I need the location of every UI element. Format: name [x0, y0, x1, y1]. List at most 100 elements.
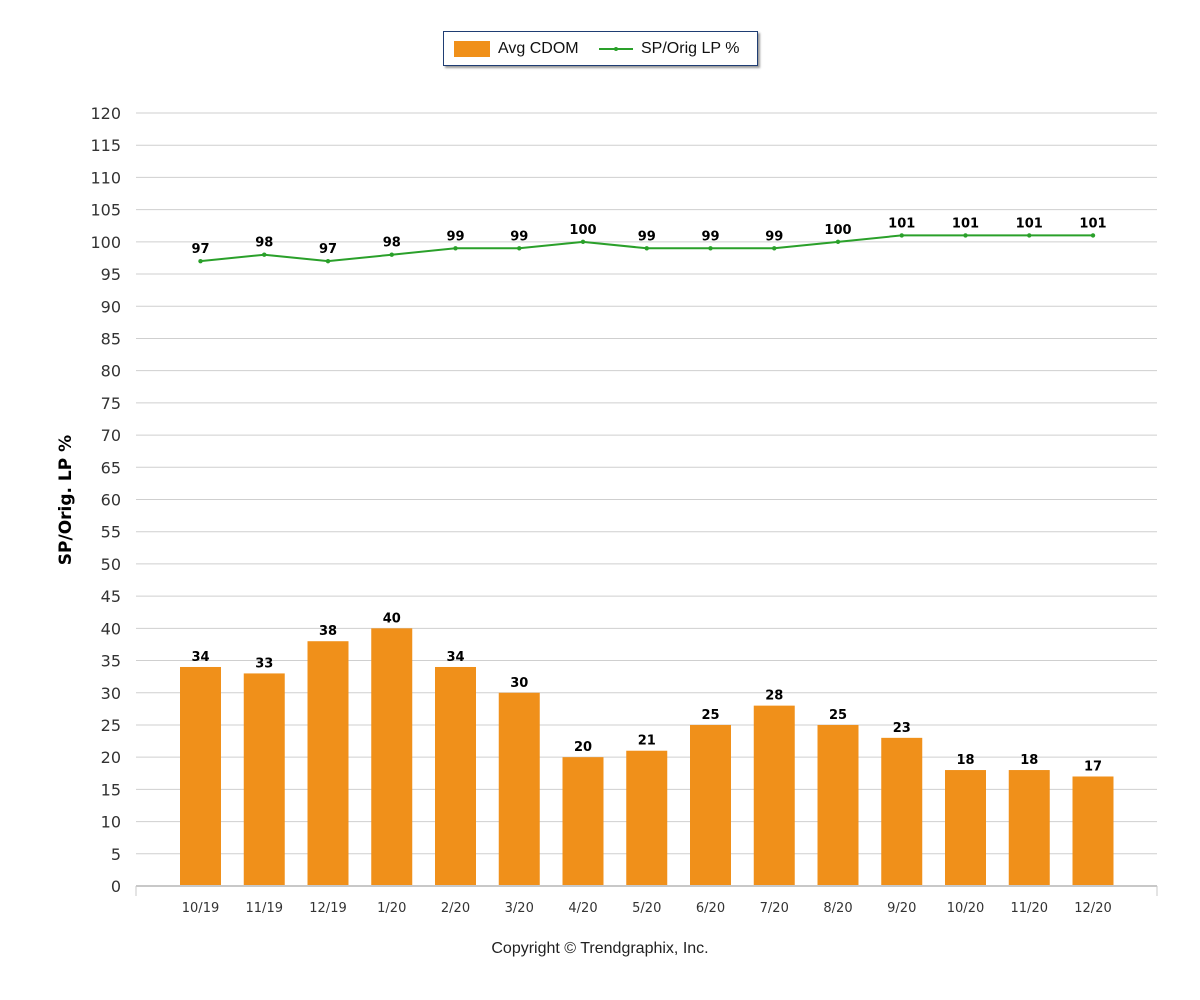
y-tick-label: 15	[101, 780, 121, 799]
bar	[753, 705, 795, 886]
legend-bar-swatch	[454, 40, 490, 57]
line-data-label: 99	[701, 229, 719, 244]
line-point	[325, 258, 331, 264]
line-data-label: 101	[1016, 216, 1043, 231]
bar-data-label: 25	[701, 708, 719, 723]
bar-data-label: 34	[446, 650, 464, 665]
bar-data-label: 21	[638, 734, 656, 749]
bar-data-label: 18	[956, 753, 974, 768]
line-point	[580, 239, 586, 245]
line-data-label: 99	[510, 229, 528, 244]
line-data-label: 100	[824, 223, 851, 238]
bar	[371, 628, 413, 886]
bar	[435, 666, 476, 886]
bar	[626, 750, 668, 886]
bar-data-label: 30	[510, 676, 528, 691]
bar-data-label: 20	[574, 740, 592, 755]
bar-data-label: 28	[765, 689, 783, 704]
x-tick-label: 6/20	[696, 901, 725, 916]
line-data-label: 97	[319, 242, 337, 257]
bar	[180, 666, 221, 886]
y-tick-label: 115	[90, 136, 121, 155]
line-point	[1027, 233, 1032, 238]
y-tick-label: 45	[101, 587, 121, 606]
y-tick-label: 30	[101, 684, 121, 703]
y-tick-label: 40	[101, 619, 121, 638]
line-point	[1090, 233, 1096, 238]
y-tick-label: 65	[101, 458, 121, 477]
bar	[243, 673, 285, 886]
x-tick-label: 8/20	[823, 901, 852, 916]
bar	[1072, 776, 1114, 886]
y-tick-label: 85	[101, 329, 121, 348]
y-tick-label: 75	[101, 394, 121, 413]
y-tick-label: 105	[90, 201, 121, 220]
y-tick-label: 70	[101, 426, 121, 445]
bar	[498, 692, 540, 886]
x-tick-label: 3/20	[505, 901, 534, 916]
y-tick-label: 110	[90, 168, 121, 187]
x-tick-label: 12/20	[1074, 901, 1111, 916]
y-tick-label: 50	[101, 555, 121, 574]
y-tick-label: 5	[111, 845, 121, 864]
x-tick-label: 12/19	[309, 901, 346, 916]
line-data-label: 100	[569, 223, 596, 238]
gridlines	[136, 112, 1157, 855]
bar-data-label: 33	[255, 656, 273, 671]
bar-data-label: 17	[1084, 759, 1102, 774]
line-point	[899, 233, 904, 238]
bar	[307, 641, 349, 886]
line-series	[198, 233, 1096, 264]
line-data-label: 101	[1079, 216, 1106, 231]
bar-data-label: 34	[191, 650, 209, 665]
line-data-label: 101	[952, 216, 979, 231]
bar-data-label: 18	[1020, 753, 1038, 768]
line-point	[198, 258, 203, 264]
x-tick-label: 2/20	[441, 901, 470, 916]
y-tick-label: 20	[101, 748, 121, 767]
bar	[817, 724, 859, 886]
bar-series	[180, 628, 1114, 886]
bar	[1008, 770, 1050, 886]
line-data-label: 99	[765, 229, 783, 244]
y-tick-label: 120	[90, 104, 121, 123]
x-tick-label: 4/20	[568, 901, 597, 916]
y-axis-ticks: 0 5 10 15 20 25 30 35 40 45 50 55 60 65 70 75 80 85 90 95 10…	[90, 104, 121, 896]
x-tick-label: 1/20	[377, 901, 406, 916]
line-data-label: 98	[383, 236, 401, 251]
line-point	[389, 252, 394, 257]
bar	[690, 724, 731, 886]
x-axis-ticks: 10/19 11/19 12/19 1/20 2/20 3/20 4/20 5/20 6/20 7…	[182, 901, 1112, 916]
bar	[945, 770, 986, 886]
copyright-text: Copyright © Trendgraphix, Inc.	[491, 940, 709, 957]
line-point	[708, 246, 713, 251]
bar-data-label: 23	[893, 721, 911, 736]
y-tick-label: 10	[101, 813, 121, 832]
y-tick-label: 90	[101, 297, 121, 316]
x-tick-label: 11/19	[246, 901, 283, 916]
line-data-label: 99	[446, 229, 464, 244]
y-tick-label: 80	[101, 362, 121, 381]
x-tick-label: 9/20	[887, 901, 916, 916]
legend-bar-label: Avg CDOM	[498, 39, 579, 57]
data-labels: 34 33 38 40 34 30 20 21 25 28 25 23 18 18 17 97 98 97 98 99…	[191, 216, 1106, 774]
line-data-label: 99	[638, 229, 656, 244]
bar	[881, 737, 923, 886]
x-tick-label: 5/20	[632, 901, 661, 916]
line-point	[644, 246, 649, 251]
y-tick-label: 55	[101, 523, 121, 542]
y-tick-label: 35	[101, 652, 121, 671]
line-point	[835, 239, 841, 245]
legend-line-label: SP/Orig LP %	[641, 39, 740, 57]
y-tick-label: 0	[111, 877, 121, 896]
bar-data-label: 38	[319, 624, 337, 639]
y-tick-label: 95	[101, 265, 121, 284]
bar-data-label: 40	[383, 611, 401, 626]
legend-line-swatch	[599, 41, 633, 57]
legend-item-avg-cdom[interactable]: Avg CDOM	[454, 32, 579, 65]
legend-item-sp-orig-lp[interactable]: SP/Orig LP %	[599, 32, 739, 65]
bar-data-label: 25	[829, 708, 847, 723]
line-point	[453, 246, 458, 251]
line-point	[963, 233, 968, 238]
